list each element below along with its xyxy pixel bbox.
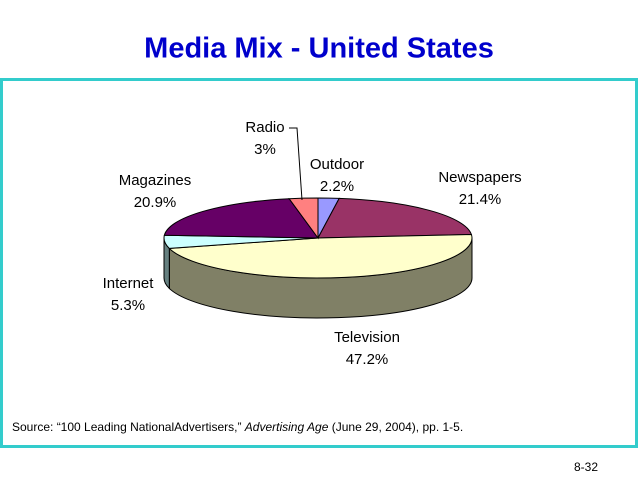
slice-value-label: 2.2%: [320, 178, 354, 195]
slice-label: Outdoor: [310, 156, 364, 173]
leader-line: [289, 127, 303, 201]
slice: [163, 198, 320, 239]
slice: [168, 233, 473, 279]
pie-tops: [163, 197, 473, 279]
source-note: Source: “100 Leading NationalAdvertisers…: [12, 420, 463, 434]
source-text: Source: “100 Leading NationalAdvertisers…: [12, 420, 245, 434]
slice-label: Radio: [245, 119, 284, 136]
slice-label: Television: [334, 329, 400, 346]
slice: [317, 197, 473, 239]
pie: [163, 197, 473, 319]
source-publication: Advertising Age: [244, 420, 329, 434]
slice-value-label: 20.9%: [134, 194, 177, 211]
chart-title: Media Mix - United States: [144, 33, 494, 65]
slice-value-label: 3%: [254, 141, 276, 158]
slice: [288, 197, 319, 240]
slice-label: Magazines: [119, 172, 192, 189]
slice-label: Newspapers: [438, 169, 521, 186]
slice-label: Internet: [103, 275, 155, 292]
slice-value-label: 47.2%: [346, 351, 389, 368]
source-text: (June 29, 2004), pp. 1-5.: [328, 420, 463, 434]
slice-value-label: 5.3%: [111, 297, 145, 314]
page-number: 8-32: [574, 460, 598, 474]
slice-value-label: 21.4%: [459, 191, 502, 208]
